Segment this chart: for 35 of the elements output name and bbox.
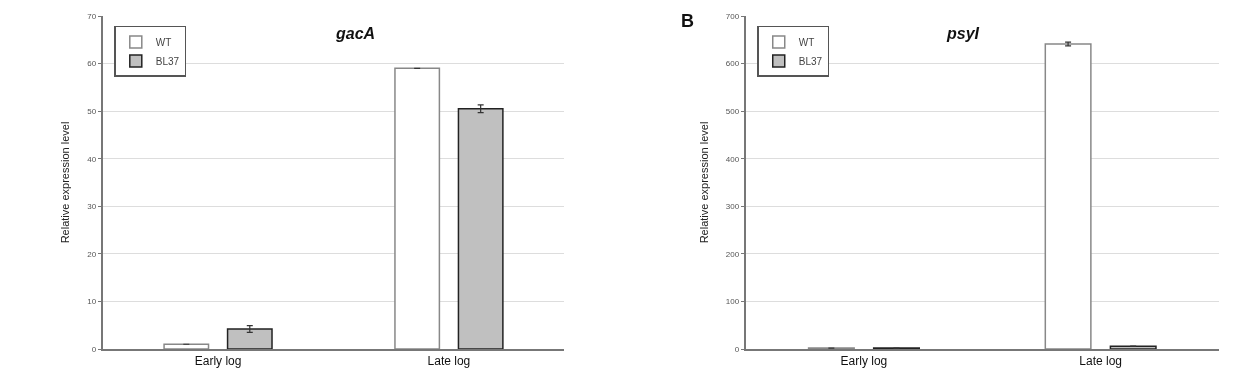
x-tick-label: Early log: [194, 354, 242, 369]
legend-label: BL37: [798, 55, 823, 67]
bar: [1109, 345, 1157, 349]
legend-label: WT: [155, 36, 172, 48]
y-axis-title: Relative expression level: [59, 121, 72, 244]
y-axis-title: Relative expression level: [698, 121, 710, 244]
x-tick-label: Early log: [840, 354, 888, 369]
y-tick-label: 400: [725, 154, 740, 164]
y-tick-label: 70: [87, 11, 97, 21]
y-tick-label: 0: [91, 344, 97, 354]
y-tick-label: 700: [725, 11, 740, 21]
text: B: [681, 11, 694, 31]
y-tick-label: 600: [725, 59, 740, 69]
bar: [163, 343, 210, 349]
y-tick-label: 30: [87, 202, 97, 212]
legend-label: BL37: [155, 55, 180, 67]
bar: [457, 108, 504, 349]
text: psyI: [946, 25, 980, 42]
y-tick-label: 500: [725, 106, 740, 116]
y-tick-label: 100: [725, 297, 740, 307]
y-tick-label: 60: [87, 59, 97, 69]
y-tick-label: 40: [87, 154, 97, 164]
bar: [394, 67, 441, 349]
text: gacA: [335, 25, 376, 42]
bar: [226, 328, 273, 349]
legend-label: WT: [798, 36, 815, 48]
y-tick-label: 300: [725, 202, 740, 212]
y-tick-label: 10: [87, 297, 97, 307]
y-tick-label: 50: [87, 106, 97, 116]
y-tick-label: 200: [725, 249, 740, 259]
y-tick-label: 20: [87, 249, 97, 259]
x-tick-label: Late log: [1079, 354, 1122, 369]
x-tick-label: Late log: [427, 354, 471, 369]
bar: [1044, 43, 1092, 349]
y-tick-label: 0: [734, 344, 740, 354]
